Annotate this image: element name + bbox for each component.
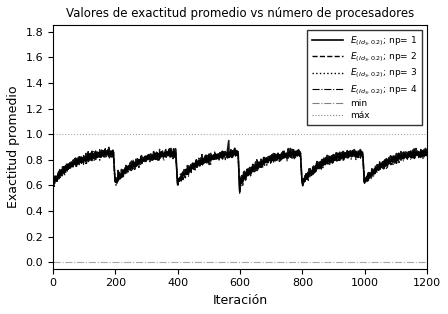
Title: Valores de exactitud promedio vs número de procesadores: Valores de exactitud promedio vs número … (66, 7, 414, 20)
Legend: $E_{(Id_3,0.2)}$; np= 1, $E_{(Id_3,0.2)}$; np= 2, $E_{(Id_3,0.2)}$; np= 3, $E_{(: $E_{(Id_3,0.2)}$; np= 1, $E_{(Id_3,0.2)}… (307, 30, 422, 125)
X-axis label: Iteración: Iteración (212, 294, 267, 307)
Y-axis label: Exactitud promedio: Exactitud promedio (7, 86, 20, 208)
